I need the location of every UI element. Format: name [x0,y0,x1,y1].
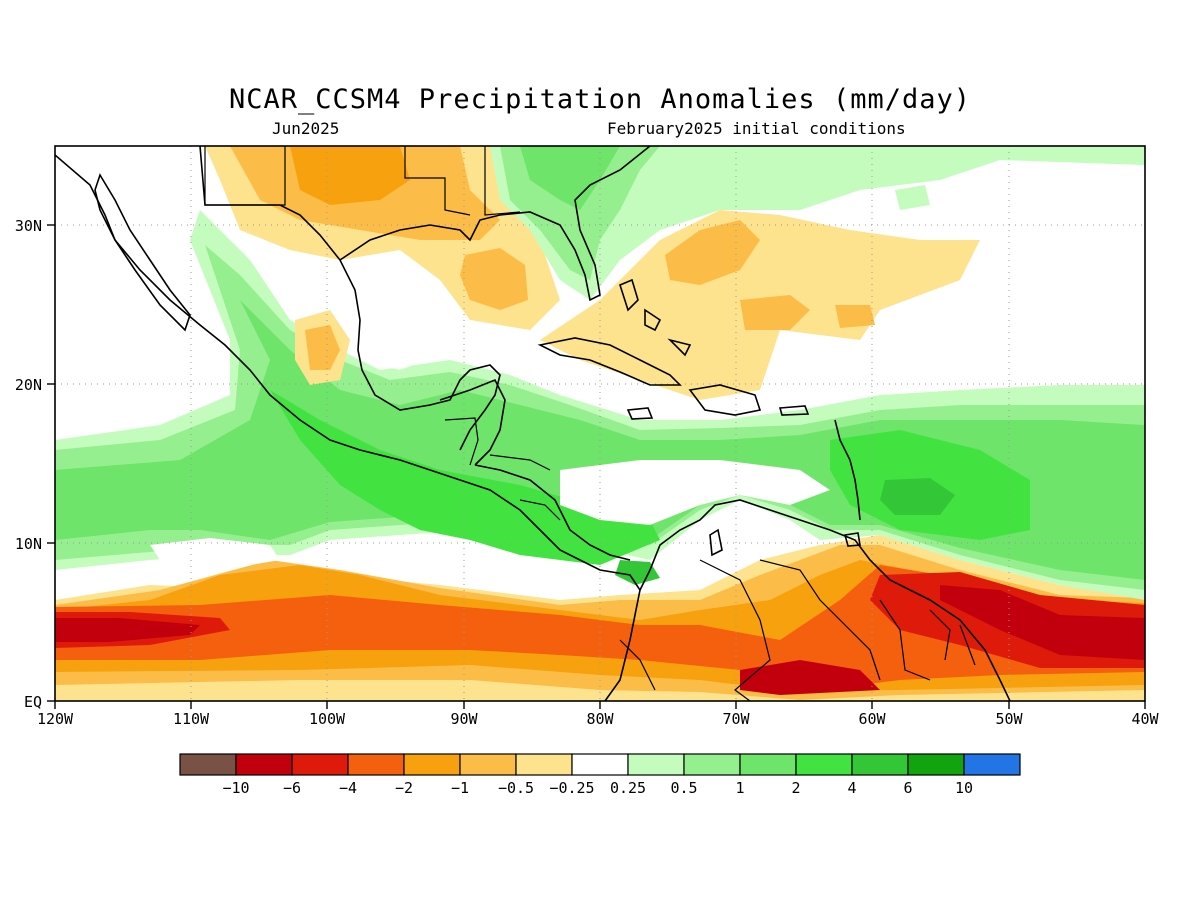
colorbar-label: 4 [847,779,856,797]
gulf-coast-dry-l3 [290,146,410,205]
gridlines [55,146,1145,701]
dry-band-l5-east [940,585,1145,660]
us-gulf-coast [339,146,651,302]
colorbar-label: 10 [955,779,973,797]
anomaly-field [55,146,1145,701]
bahamas [619,278,692,357]
colorbar-label: 6 [903,779,912,797]
coastlines [55,146,1011,701]
lake-maracaibo [709,528,723,557]
hispaniola [688,384,762,416]
colorbar-label: 2 [791,779,800,797]
x-tick-label: 40W [1131,710,1159,728]
southeast-us-wet [490,146,1145,300]
itcz-wet-l3 [270,390,660,565]
country-borders [204,146,976,701]
colorbar-swatch [571,753,629,776]
colorbar-swatch [683,753,741,776]
x-tick-label: 120W [37,710,74,728]
colorbar-swatch [347,753,405,776]
colorbar-swatch [907,753,965,776]
colorbar-label: −6 [283,779,301,797]
atlantic-dry-l2c [835,305,875,328]
atlantic-dry-l2b [740,295,810,330]
pacific-neutral-strip [150,538,280,565]
dry-band-l5 [55,618,200,642]
y-tick-label: EQ [24,693,42,711]
colorbar-swatch [739,753,797,776]
colorbar-label: 1 [735,779,744,797]
colorbar-swatch [291,753,349,776]
y-axis-labels: EQ 10N 20N 30N [15,217,42,711]
colorbar-label: 0.5 [670,779,697,797]
itcz-wet-l4-east [880,478,955,515]
colorbar-label: −4 [339,779,357,797]
colorbar-swatch [459,753,517,776]
colorbar-label: −0.25 [549,779,594,797]
mexico-dry-l2 [305,325,340,370]
x-tick-label: 50W [995,710,1023,728]
mid-gulf-dry [460,248,528,310]
x-tick-label: 70W [722,710,750,728]
atlantic-wet-patch [895,185,930,210]
x-tick-label: 100W [309,710,346,728]
puerto-rico [778,405,810,416]
cuba [537,337,682,386]
initial-conditions: February2025 initial conditions [607,119,906,138]
x-tick-label: 60W [858,710,886,728]
colorbar-swatch [515,753,573,776]
y-tick-label: 30N [15,217,42,235]
mexico-pacific-coast [55,154,641,701]
colorbar-swatch [795,753,853,776]
forecast-month: Jun2025 [272,119,340,138]
colorbar-label: −0.5 [498,779,534,797]
colorbar-swatch [403,753,461,776]
colorbar-labels: −10 −6 −4 −2 −1 −0.5 −0.25 0.25 0.5 1 2 4 6 10 [222,779,973,797]
y-tick-label: 20N [15,376,42,394]
colorbar-swatch [235,753,293,776]
southeast-us-wet-l3 [520,146,620,210]
jamaica [626,407,654,420]
dry-band-l5-south [740,660,880,695]
itcz-wet-l4 [615,560,660,585]
colorbar-label: 0.25 [610,779,646,797]
baja-california [94,173,191,332]
x-tick-label: 90W [450,710,478,728]
caribbean-neutral-pocket [560,460,830,525]
trinidad [843,532,861,547]
colorbar-swatch [179,753,237,776]
south-america-north [639,499,1011,701]
x-tick-label: 80W [586,710,614,728]
lesser-antilles [834,419,861,521]
colorbar-swatch [963,753,1021,776]
colorbar [179,753,1021,776]
y-tick-label: 10N [15,535,42,553]
tick-marks [47,224,1146,709]
yucatan [439,378,506,466]
colorbar-label: −10 [222,779,249,797]
chart-title: NCAR_CCSM4 Precipitation Anomalies (mm/d… [229,84,971,115]
x-axis-labels: 120W 110W 100W 90W 80W 70W 60W 50W 40W [37,710,1160,728]
x-tick-label: 110W [173,710,210,728]
colorbar-label: −2 [395,779,413,797]
colorbar-swatch [627,753,685,776]
colorbar-swatch [851,753,909,776]
central-america-east [474,464,631,561]
colorbar-label: −1 [451,779,469,797]
